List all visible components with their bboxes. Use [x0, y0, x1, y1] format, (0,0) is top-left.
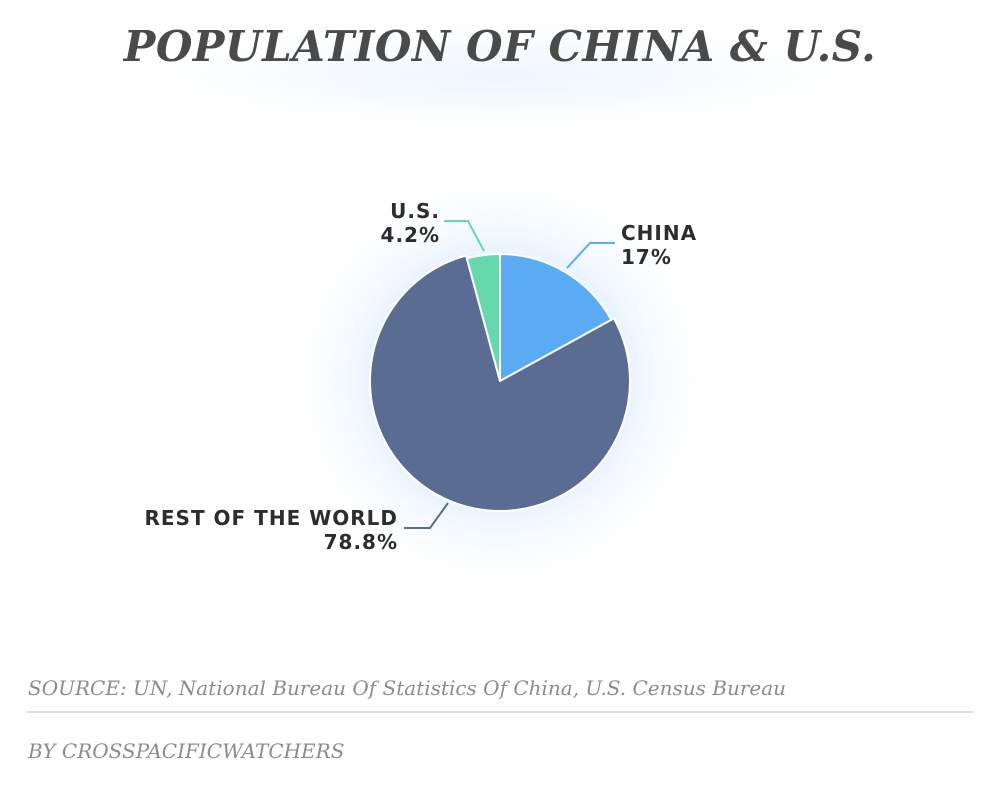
callout-line-u-s: [444, 220, 485, 252]
title-glow: [140, 20, 860, 130]
callout-line-rest-of-the-world: [404, 502, 449, 529]
pie-slices: [369, 253, 631, 512]
slice-label-china: CHINA: [621, 221, 697, 245]
divider: [27, 711, 973, 713]
slice-value-china: 17%: [621, 245, 672, 269]
callout-line-china: [566, 242, 615, 269]
pie-slice-u-s[interactable]: [465, 253, 501, 382]
slice-value-u-s: 4.2%: [381, 223, 440, 247]
source-note: SOURCE: UN, National Bureau Of Statistic…: [28, 676, 787, 700]
slice-label-rest-of-the-world: REST OF THE WORLD: [144, 506, 398, 530]
slice-value-rest-of-the-world: 78.8%: [324, 530, 398, 554]
byline: BY CROSSPACIFICWATCHERS: [28, 739, 345, 763]
pie-slice-rest-of-the-world[interactable]: [369, 254, 631, 512]
callout-lines: [404, 220, 615, 529]
pie-slice-china[interactable]: [499, 253, 613, 382]
slice-label-u-s: U.S.: [390, 199, 440, 223]
chart-title: POPULATION OF CHINA & U.S.: [123, 22, 877, 71]
